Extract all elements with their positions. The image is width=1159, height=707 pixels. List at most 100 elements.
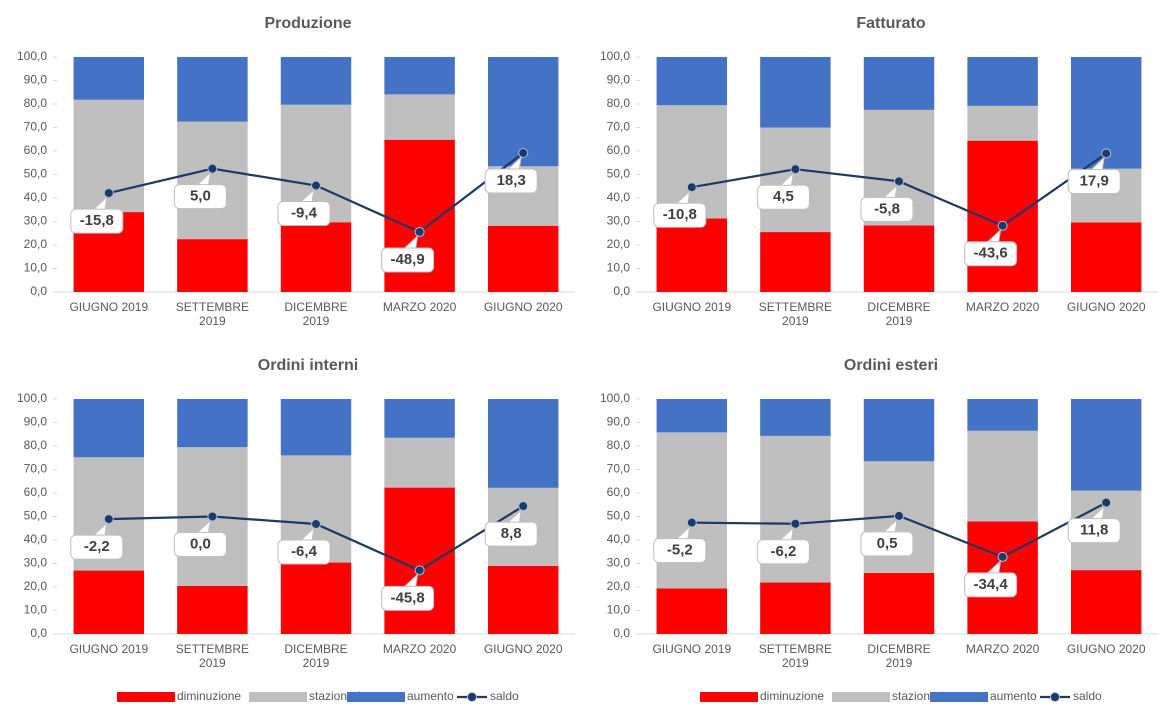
- bar-segment: [487, 565, 559, 634]
- data-label: -15,8: [80, 212, 114, 229]
- y-tick-label: 100,0: [600, 49, 630, 63]
- bar-segment: [967, 105, 1038, 141]
- data-label: 0,5: [877, 535, 898, 552]
- data-label: -48,9: [390, 251, 424, 268]
- bar-segment: [863, 57, 935, 110]
- y-tick-label: 70,0: [607, 120, 631, 134]
- label-box: [173, 532, 227, 557]
- y-tick-label: 60,0: [607, 485, 631, 499]
- legend-swatch: [347, 692, 405, 702]
- x-tick-label: SETTEMBRE 2019: [175, 642, 250, 670]
- saldo-marker: [686, 182, 697, 193]
- y-tick-label: 50,0: [607, 509, 631, 523]
- label-box: [653, 202, 707, 228]
- data-label: 0,0: [190, 535, 211, 552]
- legend-swatch: [249, 692, 307, 702]
- bar-segment: [863, 572, 935, 634]
- label-box: [484, 168, 538, 194]
- y-tick-label: 90,0: [607, 415, 631, 429]
- y-tick-label: 100,0: [600, 391, 630, 405]
- bar-segment: [280, 57, 352, 105]
- y-tick-label: 40,0: [24, 190, 48, 204]
- y-tick-label: 0,0: [30, 626, 47, 640]
- bar-segment: [656, 57, 728, 106]
- x-tick-label: GIUGNO 2020: [483, 642, 563, 656]
- x-tick-label: MARZO 2020: [965, 300, 1040, 314]
- legend-swatch: [117, 692, 175, 702]
- bar-segment: [73, 399, 145, 458]
- legend-label: aumento: [990, 689, 1037, 703]
- y-tick-label: 0,0: [613, 626, 630, 640]
- y-tick-label: 90,0: [24, 73, 48, 87]
- label-box: [381, 247, 435, 273]
- y-tick-label: 40,0: [24, 532, 48, 546]
- x-tick-label: GIUGNO 2019: [652, 300, 732, 314]
- bar-segment: [384, 487, 455, 634]
- data-label: -9,4: [291, 205, 318, 222]
- y-tick-label: 100,0: [17, 49, 47, 63]
- y-tick-label: 70,0: [607, 462, 631, 476]
- chart-title: Ordini interni: [258, 357, 358, 374]
- y-tick-label: 80,0: [24, 438, 48, 452]
- y-tick-label: 90,0: [607, 73, 631, 87]
- x-tick-label: GIUGNO 2020: [483, 300, 563, 314]
- legend-label: saldo: [1073, 689, 1102, 703]
- saldo-marker: [894, 510, 904, 521]
- bar-segment: [760, 399, 831, 436]
- saldo-marker: [414, 226, 425, 237]
- label-box: [484, 521, 538, 547]
- bar-segment: [863, 399, 935, 462]
- saldo-marker: [894, 176, 904, 187]
- data-label: -2,2: [84, 538, 110, 555]
- saldo-marker: [311, 180, 321, 191]
- saldo-marker: [997, 551, 1008, 562]
- data-label: 17,9: [1080, 172, 1109, 189]
- bar-segment: [177, 121, 248, 240]
- legend-marker: [467, 692, 477, 702]
- saldo-marker: [103, 514, 114, 525]
- bar-segment: [967, 430, 1038, 522]
- legend-label: diminuzione: [760, 689, 824, 703]
- label-box: [964, 572, 1018, 598]
- data-label: 18,3: [497, 172, 526, 189]
- bar-segment: [1070, 222, 1142, 292]
- legend-label: saldo: [490, 689, 519, 703]
- bar-segment: [487, 399, 559, 488]
- y-tick-label: 30,0: [607, 556, 631, 570]
- label-box: [860, 531, 914, 557]
- chart-title: Produzione: [264, 15, 351, 32]
- chart-title: Ordini esteri: [844, 357, 938, 374]
- legend-swatch: [930, 692, 988, 702]
- y-tick-label: 50,0: [607, 167, 631, 181]
- bar-segment: [280, 399, 352, 456]
- bar-segment: [73, 570, 145, 634]
- saldo-marker: [686, 517, 697, 528]
- data-label: -45,8: [390, 589, 424, 606]
- data-label: 5,0: [190, 188, 211, 205]
- y-tick-label: 10,0: [24, 261, 48, 275]
- data-label: -6,4: [291, 543, 318, 560]
- data-label: -10,8: [663, 206, 697, 223]
- x-tick-label: GIUGNO 2020: [1066, 300, 1146, 314]
- label-box: [964, 241, 1018, 267]
- bar-segment: [384, 437, 455, 488]
- saldo-marker: [518, 147, 529, 158]
- y-tick-label: 10,0: [24, 603, 48, 617]
- label-box: [277, 201, 331, 227]
- saldo-marker: [1101, 497, 1112, 508]
- y-tick-label: 60,0: [24, 143, 48, 157]
- legend-swatch: [832, 692, 890, 702]
- bar-segment: [177, 585, 248, 634]
- y-tick-label: 70,0: [24, 462, 48, 476]
- y-tick-label: 100,0: [17, 391, 47, 405]
- data-label: 8,8: [501, 525, 522, 542]
- x-tick-label: SETTEMBRE 2019: [758, 300, 833, 328]
- saldo-marker: [1101, 148, 1112, 159]
- bar-segment: [656, 399, 728, 433]
- bar-segment: [384, 94, 455, 140]
- bar-segment: [384, 399, 455, 438]
- saldo-marker: [207, 511, 218, 522]
- bar-segment: [487, 225, 559, 292]
